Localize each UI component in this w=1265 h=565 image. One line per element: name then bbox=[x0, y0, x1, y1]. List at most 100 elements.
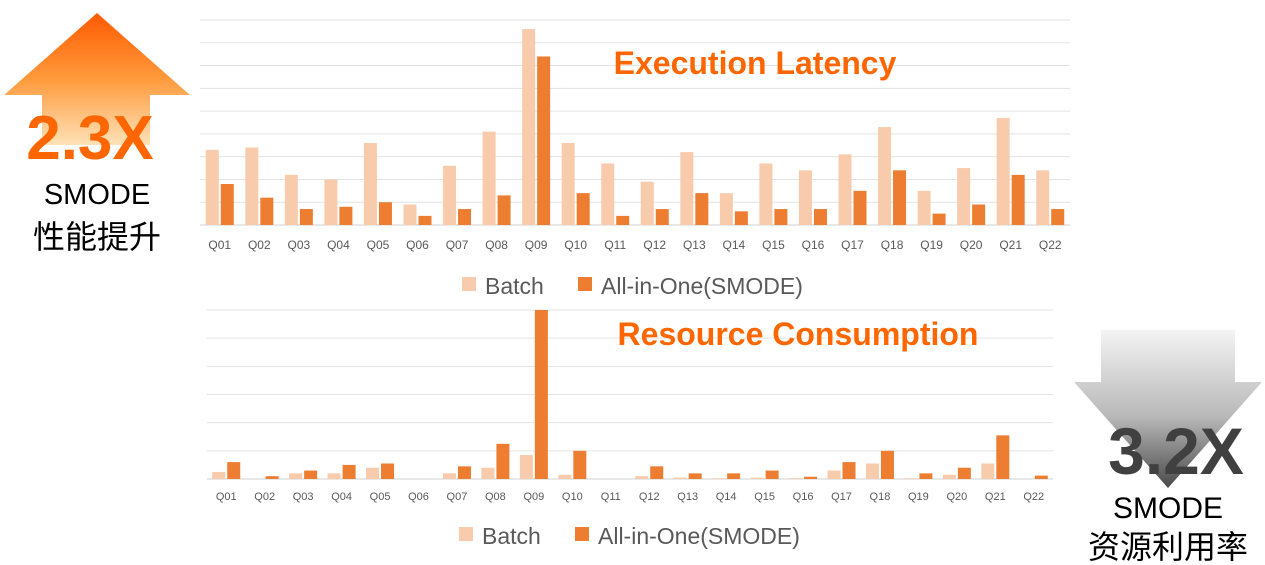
bar-smode-q07 bbox=[457, 466, 471, 479]
bar-smode-q19 bbox=[932, 213, 946, 225]
bar-batch-q07 bbox=[443, 165, 457, 225]
bar-smode-q06 bbox=[418, 215, 432, 225]
x-tick-label: Q20 bbox=[946, 491, 967, 503]
bar-batch-q03 bbox=[289, 473, 303, 479]
bar-batch-q19 bbox=[917, 190, 931, 225]
bar-batch-q16 bbox=[798, 170, 812, 225]
bar-smode-q14 bbox=[734, 211, 748, 225]
x-tick-label: Q15 bbox=[754, 491, 775, 503]
down-arrow-icon bbox=[1074, 330, 1262, 488]
x-tick-label: Q15 bbox=[762, 238, 785, 252]
legend-label-batch: Batch bbox=[485, 273, 544, 299]
x-tick-label: Q07 bbox=[446, 238, 469, 252]
x-tick-label: Q07 bbox=[447, 491, 468, 503]
bar-smode-q01 bbox=[227, 462, 241, 479]
left-callout-value: 2.3X bbox=[26, 104, 154, 173]
x-tick-label: Q01 bbox=[216, 491, 237, 503]
bar-batch-q19 bbox=[904, 478, 918, 479]
x-tick-label: Q18 bbox=[881, 238, 904, 252]
x-tick-label: Q20 bbox=[960, 238, 983, 252]
bar-batch-q15 bbox=[759, 163, 773, 225]
resource-consumption-chart: Q01 Q02 Q03 Q04 Q05 Q06 Q07 Q08 Q09 Q10 Q11 Q12 Q13 Q… bbox=[207, 309, 1053, 549]
bar-smode-q18 bbox=[893, 170, 907, 225]
bar-batch-q20 bbox=[942, 474, 956, 479]
legend-swatch-batch bbox=[462, 277, 476, 291]
x-tick-label: Q03 bbox=[293, 491, 314, 503]
bar-batch-q13 bbox=[673, 477, 687, 479]
x-tick-label: Q09 bbox=[525, 238, 548, 252]
bar-batch-q15 bbox=[750, 477, 764, 479]
x-tick-label: Q04 bbox=[331, 491, 352, 503]
bar-smode-q12 bbox=[650, 466, 664, 479]
x-tick-label: Q21 bbox=[985, 491, 1006, 503]
bar-smode-q03 bbox=[299, 209, 313, 225]
x-tick-label: Q08 bbox=[485, 491, 506, 503]
bar-batch-q20 bbox=[957, 168, 971, 225]
bar-batch-q14 bbox=[719, 193, 733, 225]
legend-swatch-smode bbox=[578, 277, 592, 291]
legend-label-batch: Batch bbox=[482, 523, 541, 549]
x-tick-label: Q02 bbox=[248, 238, 271, 252]
bar-smode-q22 bbox=[1051, 209, 1065, 225]
bar-smode-q16 bbox=[813, 209, 827, 225]
x-tick-label: Q13 bbox=[683, 238, 706, 252]
x-tick-label: Q10 bbox=[562, 491, 583, 503]
right-callout: 3.2X SMODE 资源利用率 bbox=[1074, 330, 1262, 565]
bar-batch-q09 bbox=[522, 29, 536, 225]
bar-batch-q18 bbox=[865, 463, 879, 479]
bar-smode-q20 bbox=[957, 467, 971, 479]
x-tick-label: Q19 bbox=[920, 238, 943, 252]
bar-batch-q07 bbox=[442, 473, 456, 479]
bar-batch-q10 bbox=[561, 143, 575, 225]
bar-batch-q02 bbox=[245, 147, 259, 225]
x-tick-label: Q21 bbox=[999, 238, 1022, 252]
bar-smode-q16 bbox=[804, 476, 818, 479]
bar-smode-q09 bbox=[534, 310, 548, 479]
x-tick-label: Q17 bbox=[831, 491, 852, 503]
bar-smode-q08 bbox=[496, 443, 510, 479]
x-tick-label: Q11 bbox=[601, 491, 621, 503]
bar-smode-q05 bbox=[381, 463, 395, 479]
bar-smode-q02 bbox=[265, 476, 279, 479]
bar-batch-q03 bbox=[284, 174, 298, 225]
bar-smode-q15 bbox=[774, 209, 788, 225]
bar-smode-q17 bbox=[842, 462, 856, 479]
x-tick-label: Q14 bbox=[723, 238, 746, 252]
bar-batch-q08 bbox=[481, 467, 495, 479]
x-tick-label: Q22 bbox=[1023, 491, 1044, 503]
bar-smode-q14 bbox=[727, 473, 741, 479]
chart-title: Resource Consumption bbox=[618, 316, 979, 352]
x-tick-label: Q12 bbox=[643, 238, 666, 252]
x-tick-label: Q05 bbox=[367, 238, 390, 252]
x-tick-label: Q12 bbox=[639, 491, 660, 503]
x-tick-label: Q08 bbox=[485, 238, 508, 252]
bar-smode-q04 bbox=[339, 206, 353, 225]
bar-batch-q21 bbox=[981, 463, 995, 479]
left-callout: 2.3X SMODE 性能提升 bbox=[4, 13, 190, 256]
bar-smode-q20 bbox=[972, 204, 986, 225]
right-callout-value: 3.2X bbox=[1108, 414, 1244, 488]
legend-label-smode: All-in-One(SMODE) bbox=[601, 273, 803, 299]
bar-smode-q08 bbox=[497, 195, 511, 225]
bar-batch-q08 bbox=[482, 131, 496, 225]
bar-batch-q04 bbox=[324, 179, 338, 225]
bar-batch-q21 bbox=[996, 117, 1010, 225]
x-tick-label: Q05 bbox=[370, 491, 391, 503]
bar-smode-q05 bbox=[378, 202, 392, 225]
bar-batch-q13 bbox=[680, 152, 694, 225]
x-tick-label: Q06 bbox=[408, 491, 429, 503]
bar-batch-q06 bbox=[403, 204, 417, 225]
bar-batch-q14 bbox=[712, 478, 726, 479]
left-callout-title: SMODE bbox=[44, 179, 150, 211]
x-tick-label: Q06 bbox=[406, 238, 429, 252]
right-callout-subtitle: 资源利用率 bbox=[1088, 528, 1248, 565]
bar-smode-q15 bbox=[765, 470, 779, 479]
legend-label-smode: All-in-One(SMODE) bbox=[598, 523, 800, 549]
x-tick-label: Q11 bbox=[604, 238, 626, 252]
bar-smode-q02 bbox=[260, 197, 274, 225]
bar-smode-q09 bbox=[537, 56, 551, 225]
legend-swatch-smode bbox=[575, 527, 589, 541]
x-tick-label: Q22 bbox=[1039, 238, 1062, 252]
x-tick-label: Q10 bbox=[564, 238, 587, 252]
bar-smode-q10 bbox=[576, 193, 590, 225]
